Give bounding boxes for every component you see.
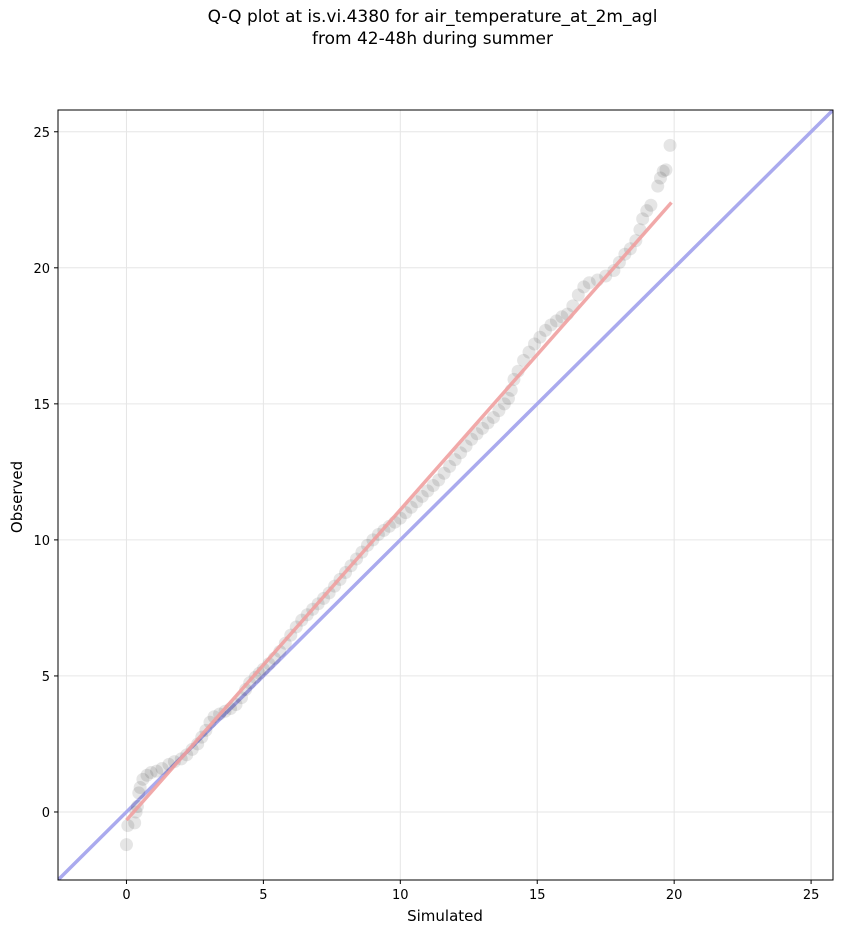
data-point: [443, 459, 457, 473]
data-point: [549, 314, 563, 328]
data-point: [140, 768, 154, 782]
data-point: [475, 421, 489, 435]
data-point: [256, 662, 270, 676]
y-tick-label: 25: [33, 126, 50, 141]
x-tick-label: 5: [259, 888, 267, 903]
data-point: [544, 318, 558, 332]
data-point: [538, 323, 552, 337]
data-point: [517, 353, 531, 367]
y-tick-label: 15: [33, 398, 50, 413]
data-point: [432, 473, 446, 487]
data-point: [656, 164, 670, 178]
data-point: [119, 838, 133, 852]
data-point: [426, 478, 440, 492]
data-point: [448, 453, 462, 467]
x-axis-label: Simulated: [407, 907, 483, 925]
x-tick-label: 15: [529, 888, 546, 903]
data-point: [136, 772, 150, 786]
data-point: [121, 819, 135, 833]
grid: [58, 110, 833, 880]
data-point: [528, 337, 542, 351]
data-point: [128, 816, 142, 830]
data-point: [382, 519, 396, 533]
data-point: [132, 786, 146, 800]
data-point: [437, 466, 451, 480]
data-point: [203, 715, 217, 729]
x-tick-label: 25: [803, 888, 820, 903]
data-point: [144, 766, 158, 780]
data-point: [486, 410, 500, 424]
reference-line: [58, 110, 833, 880]
data-point: [252, 666, 266, 680]
y-tick-label: 5: [42, 670, 50, 685]
data-point: [410, 495, 424, 509]
data-point: [278, 636, 292, 650]
x-tick-label: 20: [666, 888, 683, 903]
data-point: [640, 204, 654, 218]
data-point: [415, 489, 429, 503]
chart-title-line-1: Q-Q plot at is.vi.4380 for air_temperatu…: [207, 7, 658, 27]
data-point: [155, 761, 169, 775]
y-tick-label: 10: [33, 534, 50, 549]
y-tick-label: 0: [42, 806, 50, 821]
data-point: [470, 427, 484, 441]
y-axis-label: Observed: [8, 461, 26, 533]
data-point: [571, 288, 585, 302]
data-point: [659, 163, 673, 177]
data-point: [207, 710, 221, 724]
points-layer: [119, 138, 677, 852]
plot-frame: [57, 109, 834, 881]
data-point: [577, 280, 591, 294]
data-point: [651, 179, 665, 193]
data-point: [150, 764, 164, 778]
x-tick-label: 0: [122, 888, 130, 903]
data-point: [492, 404, 506, 418]
data-point: [644, 198, 658, 212]
data-point: [454, 446, 468, 460]
fit-line: [125, 201, 673, 822]
data-point: [501, 391, 515, 405]
axis-ticks: 0 5 10 15 20 25 0 5 10 15 20 25: [33, 126, 819, 903]
data-point: [133, 780, 147, 794]
chart-title: Q-Q plot at is.vi.4380 for air_temperatu…: [0, 6, 843, 50]
data-point: [421, 484, 435, 498]
reference-line-layer: [58, 110, 833, 880]
y-tick-label: 20: [33, 262, 50, 277]
data-point: [481, 416, 495, 430]
data-point: [459, 439, 473, 453]
fit-line-layer: [125, 201, 673, 822]
data-point: [465, 432, 479, 446]
data-point: [404, 500, 418, 514]
data-point: [636, 212, 650, 226]
data-point: [663, 138, 677, 152]
chart-title-line-2: from 42-48h during summer: [312, 29, 553, 49]
data-point: [497, 397, 511, 411]
x-tick-label: 10: [392, 888, 409, 903]
data-point: [522, 345, 536, 359]
data-point: [653, 171, 667, 185]
data-point: [533, 330, 547, 344]
data-point: [582, 276, 596, 290]
data-point: [167, 755, 181, 769]
data-point: [185, 742, 199, 756]
data-point: [555, 310, 569, 324]
